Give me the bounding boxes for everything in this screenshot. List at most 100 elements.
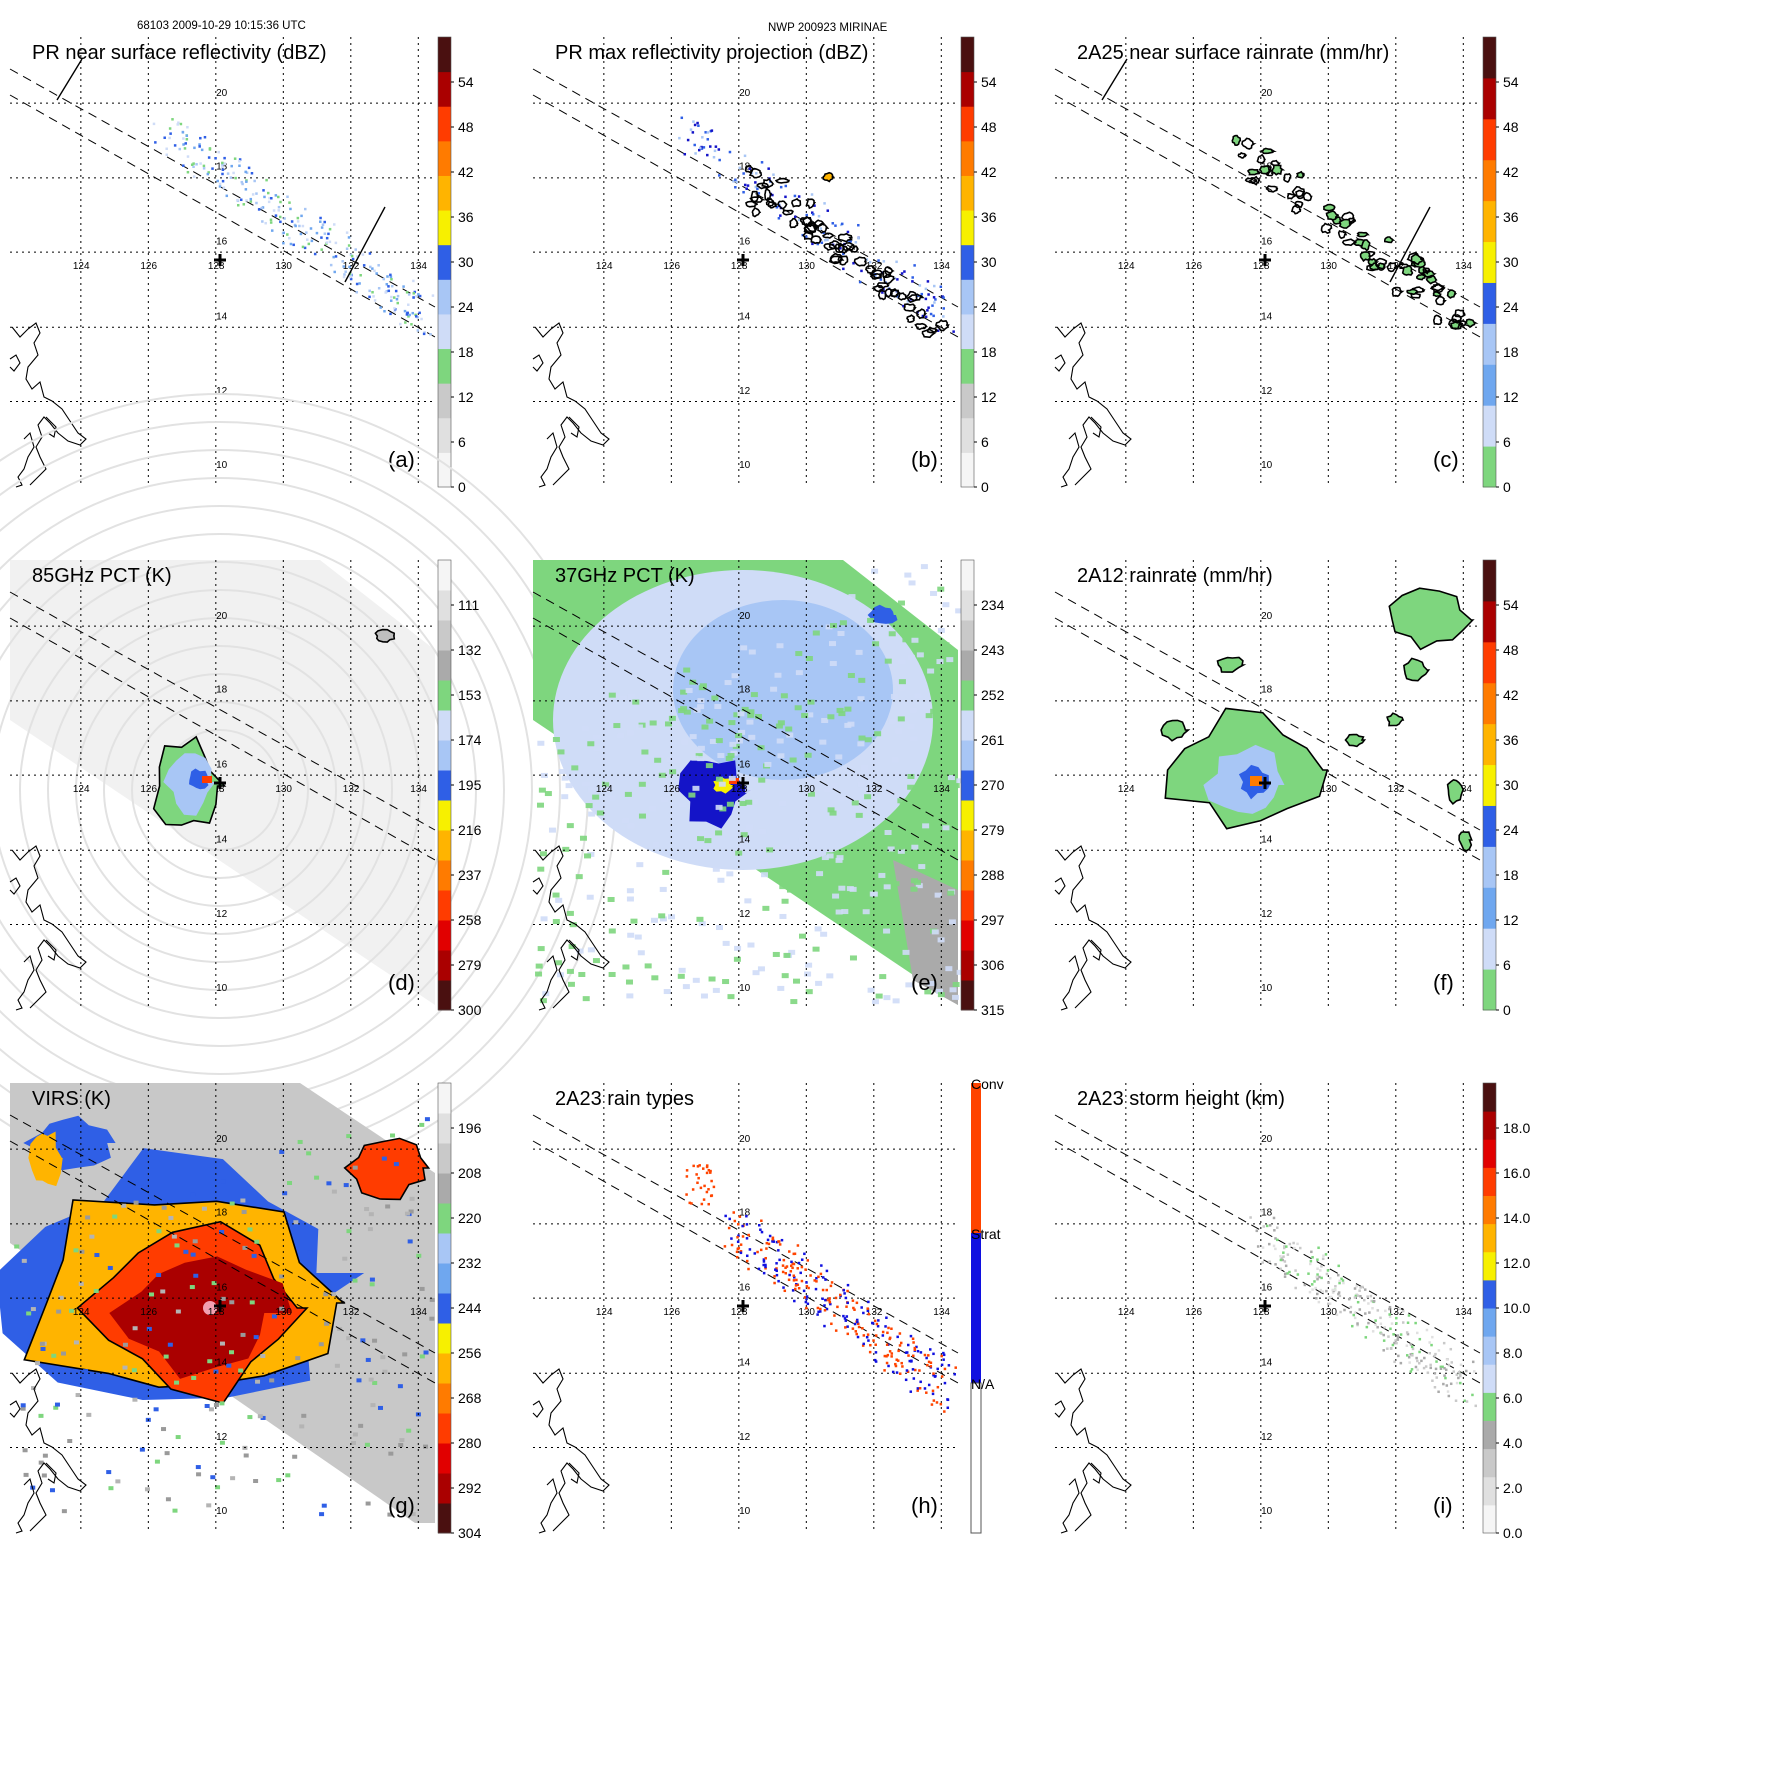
data-pixel <box>835 914 843 920</box>
colorbar-tick-label: 0.0 <box>1503 1525 1523 1541</box>
rainrate-contour <box>1338 218 1353 229</box>
colorbar-segment <box>438 1233 451 1264</box>
storm-height-pixel <box>1296 1242 1299 1246</box>
data-pixel <box>652 842 660 848</box>
storm-center-marker <box>737 254 749 266</box>
storm-height-pixel <box>1465 1369 1468 1373</box>
storm-height-pixel <box>1405 1331 1409 1334</box>
data-pixel <box>815 980 823 986</box>
data-pixel <box>678 708 686 714</box>
storm-height-pixel <box>1423 1356 1426 1360</box>
data-pixel <box>942 642 950 648</box>
data-pixel <box>144 1487 150 1492</box>
data-pixel <box>288 236 291 240</box>
stratiform-pixel <box>913 1348 917 1352</box>
data-pixel <box>593 734 601 740</box>
data-pixel <box>926 309 929 312</box>
stratiform-pixel <box>834 1296 838 1300</box>
rainrate-contour <box>1256 153 1266 164</box>
data-pixel <box>891 757 899 763</box>
data-pixel <box>754 185 758 189</box>
stratiform-pixel <box>932 1372 935 1375</box>
data-pixel <box>803 787 811 793</box>
data-pixel <box>630 918 638 924</box>
data-pixel <box>581 726 589 732</box>
colorbar-segment <box>1483 764 1496 806</box>
stratiform-pixel <box>909 1390 913 1393</box>
data-pixel <box>348 265 351 269</box>
data-pixel <box>429 1297 435 1302</box>
convective-pixel <box>685 1169 689 1172</box>
data-pixel <box>735 180 738 184</box>
colorbar-tick-label: 0 <box>1503 1002 1511 1018</box>
data-pixel <box>731 673 739 679</box>
rainrate-contour <box>1248 175 1261 186</box>
data-pixel <box>734 178 737 182</box>
colorbar-segment <box>961 383 974 419</box>
data-pixel <box>193 146 196 150</box>
stratiform-pixel <box>781 1264 785 1267</box>
stratiform-pixel <box>887 1364 890 1368</box>
data-pixel <box>697 745 705 751</box>
data-pixel <box>745 799 753 805</box>
colorbar-tick-label: 315 <box>981 1002 1005 1018</box>
data-pixel <box>185 134 189 137</box>
convective-pixel <box>780 1238 784 1242</box>
data-pixel <box>406 311 409 315</box>
data-pixel <box>219 1440 225 1445</box>
data-pixel <box>784 184 788 188</box>
convective-pixel <box>762 1260 766 1263</box>
data-pixel <box>942 307 945 310</box>
data-pixel <box>868 260 872 264</box>
stratiform-pixel <box>925 1391 928 1394</box>
colorbar-tick-label: 268 <box>458 1390 482 1406</box>
data-pixel <box>744 829 752 835</box>
data-pixel <box>349 277 353 281</box>
data-pixel <box>790 999 798 1005</box>
data-pixel <box>250 172 254 175</box>
data-pixel <box>947 890 955 896</box>
data-pixel <box>379 306 382 309</box>
data-pixel <box>325 241 329 244</box>
lat-label: 12 <box>739 909 751 920</box>
data-pixel <box>264 221 267 225</box>
convective-pixel <box>923 1387 927 1390</box>
storm-height-pixel <box>1249 1216 1252 1219</box>
storm-height-pixel <box>1327 1281 1330 1284</box>
data-pixel <box>836 855 844 861</box>
data-pixel <box>411 311 414 315</box>
data-pixel <box>377 286 381 290</box>
stratiform-pixel <box>888 1350 892 1353</box>
data-pixel <box>409 1196 415 1201</box>
stratiform-pixel <box>765 1247 768 1250</box>
echo-cell <box>822 171 835 183</box>
storm-height-pixel <box>1353 1311 1357 1314</box>
data-pixel <box>208 148 212 151</box>
data-pixel <box>795 670 803 676</box>
colorbar-segment <box>1483 1420 1496 1450</box>
data-pixel <box>797 218 801 222</box>
data-pixel <box>289 242 293 246</box>
data-pixel <box>747 709 755 715</box>
data-pixel <box>309 227 313 230</box>
data-pixel <box>304 207 307 211</box>
data-pixel <box>355 282 359 286</box>
coastline-island <box>538 954 558 1011</box>
storm-height-pixel <box>1265 1224 1269 1228</box>
data-pixel <box>872 880 880 886</box>
storm-height-pixel <box>1409 1343 1413 1346</box>
cloud-shield <box>109 1256 292 1379</box>
lon-label: 124 <box>1118 261 1135 272</box>
data-pixel <box>625 979 633 985</box>
data-pixel <box>857 696 865 702</box>
data-pixel <box>208 1407 214 1412</box>
data-pixel <box>877 259 880 262</box>
convective-pixel <box>881 1330 885 1334</box>
data-pixel <box>219 1341 225 1346</box>
stratiform-pixel <box>843 1292 846 1295</box>
storm-height-pixel <box>1279 1258 1283 1262</box>
colorbar: 18.016.014.012.010.08.06.04.02.00.0 <box>1482 1082 1530 1541</box>
data-pixel <box>677 973 685 979</box>
storm-height-pixel <box>1382 1349 1385 1352</box>
data-pixel <box>285 1473 291 1478</box>
